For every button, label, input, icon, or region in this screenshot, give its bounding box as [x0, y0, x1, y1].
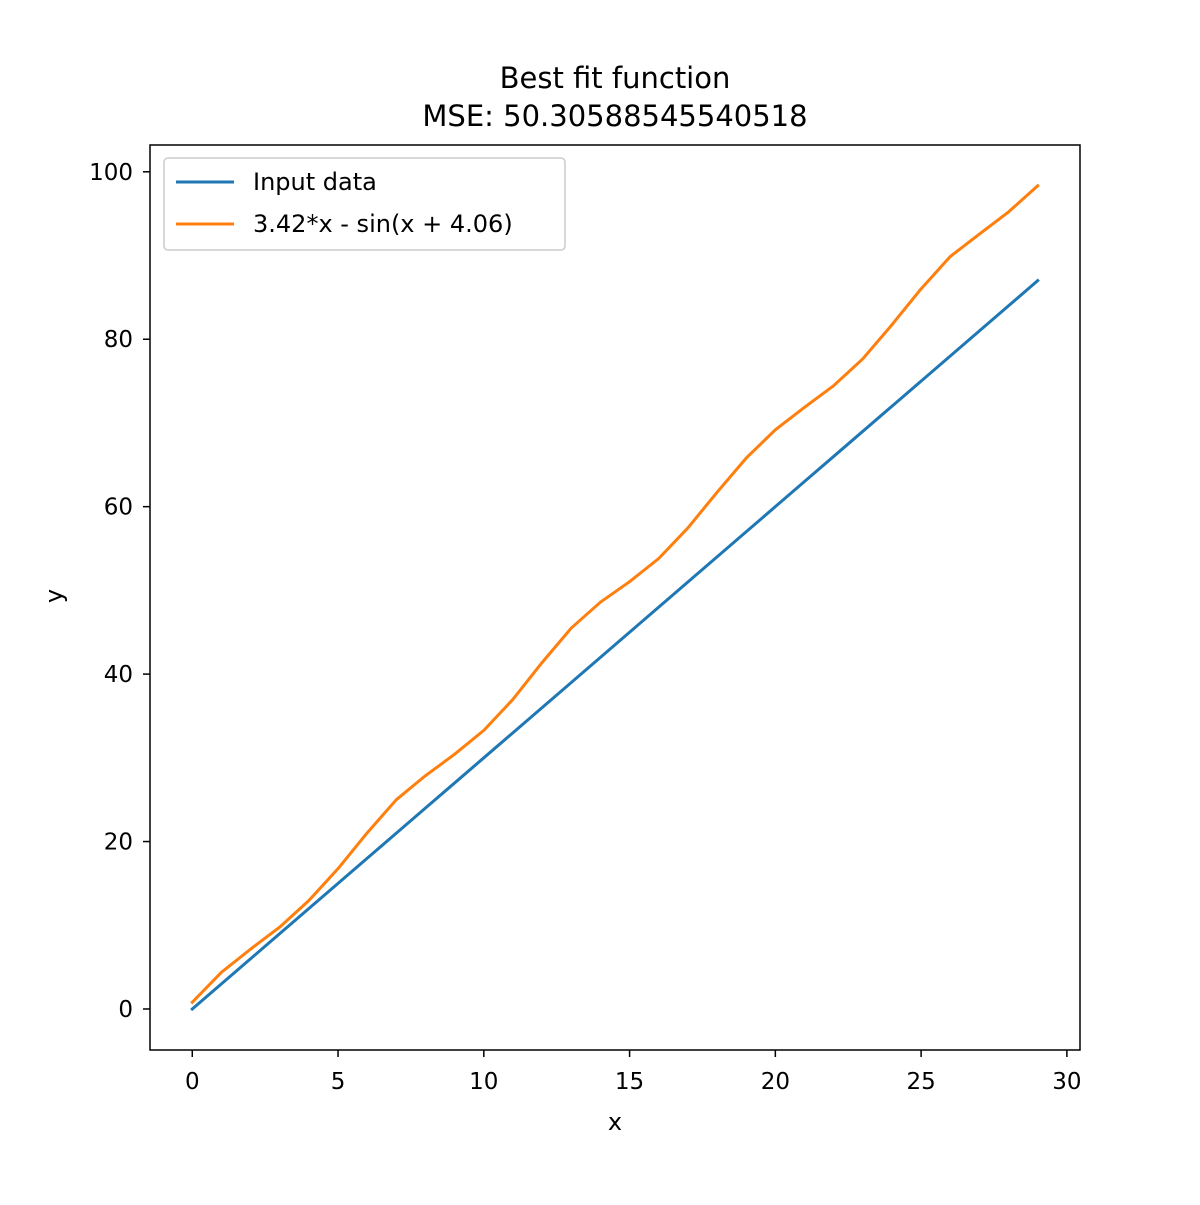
legend-label-input-data: Input data [253, 168, 377, 196]
x-tick-label: 0 [185, 1069, 200, 1095]
x-tick-label: 15 [615, 1069, 644, 1095]
series-line-input-data [190, 278, 1040, 1012]
plot-area-frame [149, 144, 1081, 1051]
lines-layer [190, 183, 1040, 1012]
x-tick-label: 20 [761, 1069, 790, 1095]
y-axis-label: y [40, 589, 68, 603]
x-axis-ticks: 0 5 10 15 20 25 30 [185, 1050, 1082, 1095]
y-tick-label: 20 [104, 830, 133, 856]
y-tick-label: 40 [104, 662, 133, 688]
series-line-fit-function [190, 183, 1040, 1005]
x-tick-label: 30 [1052, 1069, 1081, 1095]
y-tick-label: 60 [104, 495, 133, 521]
x-tick-label: 10 [469, 1069, 498, 1095]
legend: Input data 3.42*x - sin(x + 4.06) [163, 157, 566, 251]
y-tick-label: 100 [89, 160, 133, 186]
legend-label-fit-function: 3.42*x - sin(x + 4.06) [253, 210, 513, 238]
x-axis-label: x [608, 1108, 622, 1136]
y-tick-label: 80 [104, 327, 133, 353]
chart-subtitle: MSE: 50.30588545540518 [422, 99, 807, 133]
chart-title: Best fit function [500, 61, 731, 95]
y-tick-label: 0 [118, 997, 133, 1023]
y-axis-ticks: 0 20 40 60 80 100 [89, 160, 150, 1023]
legend-box [163, 157, 566, 251]
x-tick-label: 5 [331, 1069, 346, 1095]
x-tick-label: 25 [906, 1069, 935, 1095]
